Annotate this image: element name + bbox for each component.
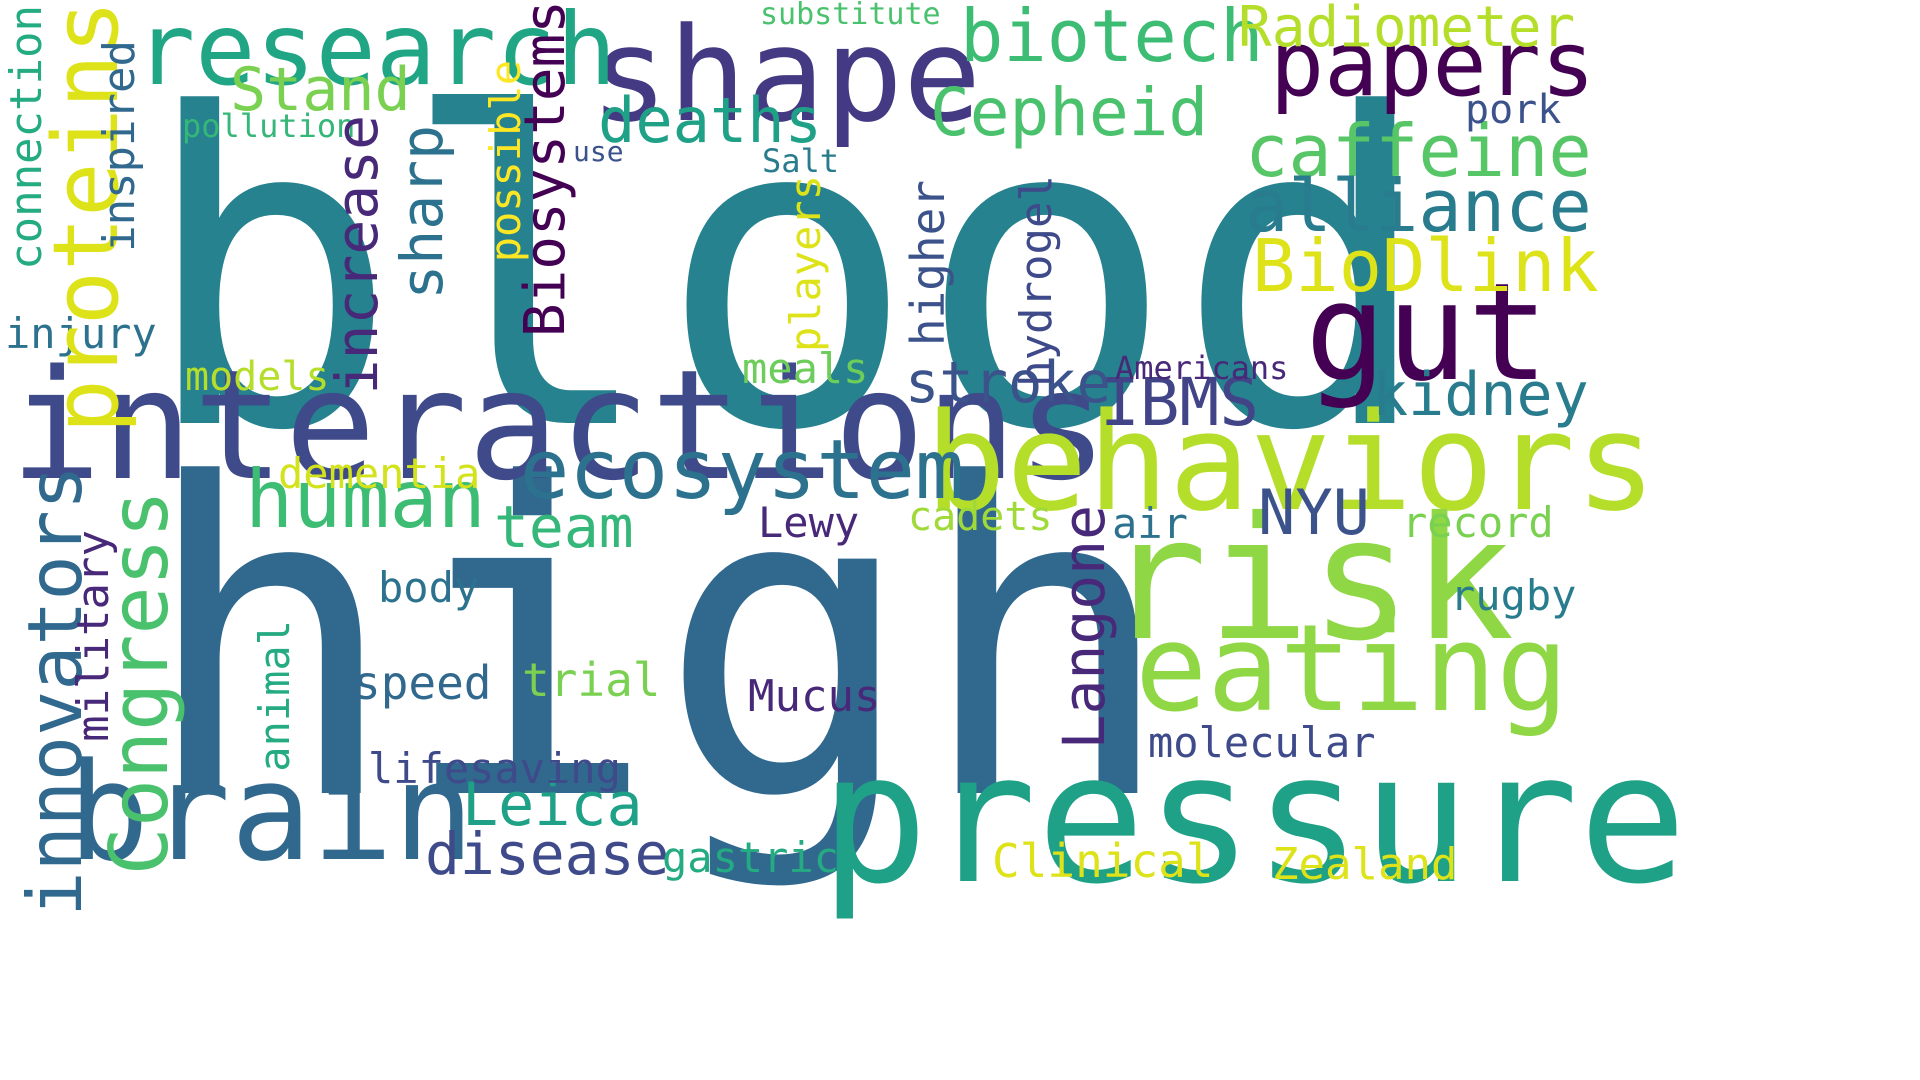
word-cepheid: Cepheid: [930, 74, 1209, 151]
word-lewy: Lewy: [758, 498, 860, 547]
word-salt: Salt: [762, 142, 840, 180]
word-americans: Americans: [1115, 349, 1289, 387]
word-leica: Leica: [462, 770, 643, 840]
word-use: use: [573, 135, 624, 168]
word-zealand: Zealand: [1272, 839, 1458, 890]
word-biotech: biotech: [960, 0, 1264, 78]
word-molecular: molecular: [1148, 718, 1376, 767]
word-biosystems: Biosystems: [513, 0, 578, 338]
word-mucus: Mucus: [748, 671, 881, 722]
word-hydrogel: hydrogel: [1011, 175, 1062, 387]
word-meals: meals: [742, 344, 869, 393]
word-rugby: rugby: [1450, 571, 1577, 620]
word-ibms: IBMS: [1100, 364, 1259, 441]
word-pollution: pollution: [182, 107, 356, 145]
word-sharp: sharp: [388, 125, 456, 300]
word-gut: gut: [1305, 254, 1549, 411]
word-pressure: pressure: [820, 715, 1687, 924]
word-risk: risk: [1105, 481, 1515, 679]
word-clinical: Clinical: [992, 834, 1214, 888]
word-blood: blood: [140, 25, 1435, 525]
word-deaths: deaths: [598, 84, 822, 157]
word-brain: brain: [68, 734, 475, 891]
word-radiometer: Radiometer: [1238, 0, 1576, 60]
word-shape: shape: [590, 0, 982, 151]
word-models: models: [185, 354, 330, 400]
word-papers: papers: [1270, 12, 1596, 117]
word-stroke: stroke: [905, 350, 1111, 416]
word-high: high: [140, 395, 1176, 895]
word-military: military: [68, 530, 119, 742]
word-body: body: [378, 563, 480, 612]
word-nyu: NYU: [1258, 476, 1370, 549]
word-disease: disease: [425, 820, 670, 888]
word-trial: trial: [522, 653, 661, 707]
word-ecosystem: ecosystem: [520, 423, 965, 518]
word-alliance: alliance: [1245, 164, 1592, 248]
word-increase: increase: [323, 115, 391, 395]
word-cadets: cadets: [908, 494, 1053, 540]
word-injury: injury: [5, 309, 157, 358]
word-dementia: dementia: [278, 449, 481, 498]
word-pork: pork: [1465, 87, 1562, 133]
word-animal: animal: [250, 620, 299, 772]
word-speed: speed: [353, 656, 492, 710]
word-lifesaving: lifesaving: [368, 744, 621, 793]
word-langone: Langone: [1050, 505, 1118, 750]
word-gastric: gastric: [662, 833, 840, 882]
word-air: air: [1112, 499, 1188, 548]
word-higher: higher: [901, 180, 955, 347]
word-biodlink: BioDlink: [1252, 224, 1599, 308]
word-team: team: [494, 493, 634, 561]
word-eating: eating: [1135, 600, 1569, 739]
word-caffeine: caffeine: [1245, 109, 1592, 193]
word-connection: connection: [1, 5, 52, 270]
word-human: human: [245, 453, 486, 546]
word-behaviors: behaviors: [925, 384, 1657, 541]
word-players: players: [781, 175, 830, 353]
word-kidney: kidney: [1372, 360, 1589, 430]
word-substitute: substitute: [760, 0, 941, 32]
word-interactions: interactions: [10, 337, 1109, 514]
word-record: record: [1402, 498, 1554, 547]
word-stand: Stand: [230, 55, 411, 125]
word-inspired: inspired: [94, 40, 145, 252]
word-research: research: [135, 0, 617, 108]
